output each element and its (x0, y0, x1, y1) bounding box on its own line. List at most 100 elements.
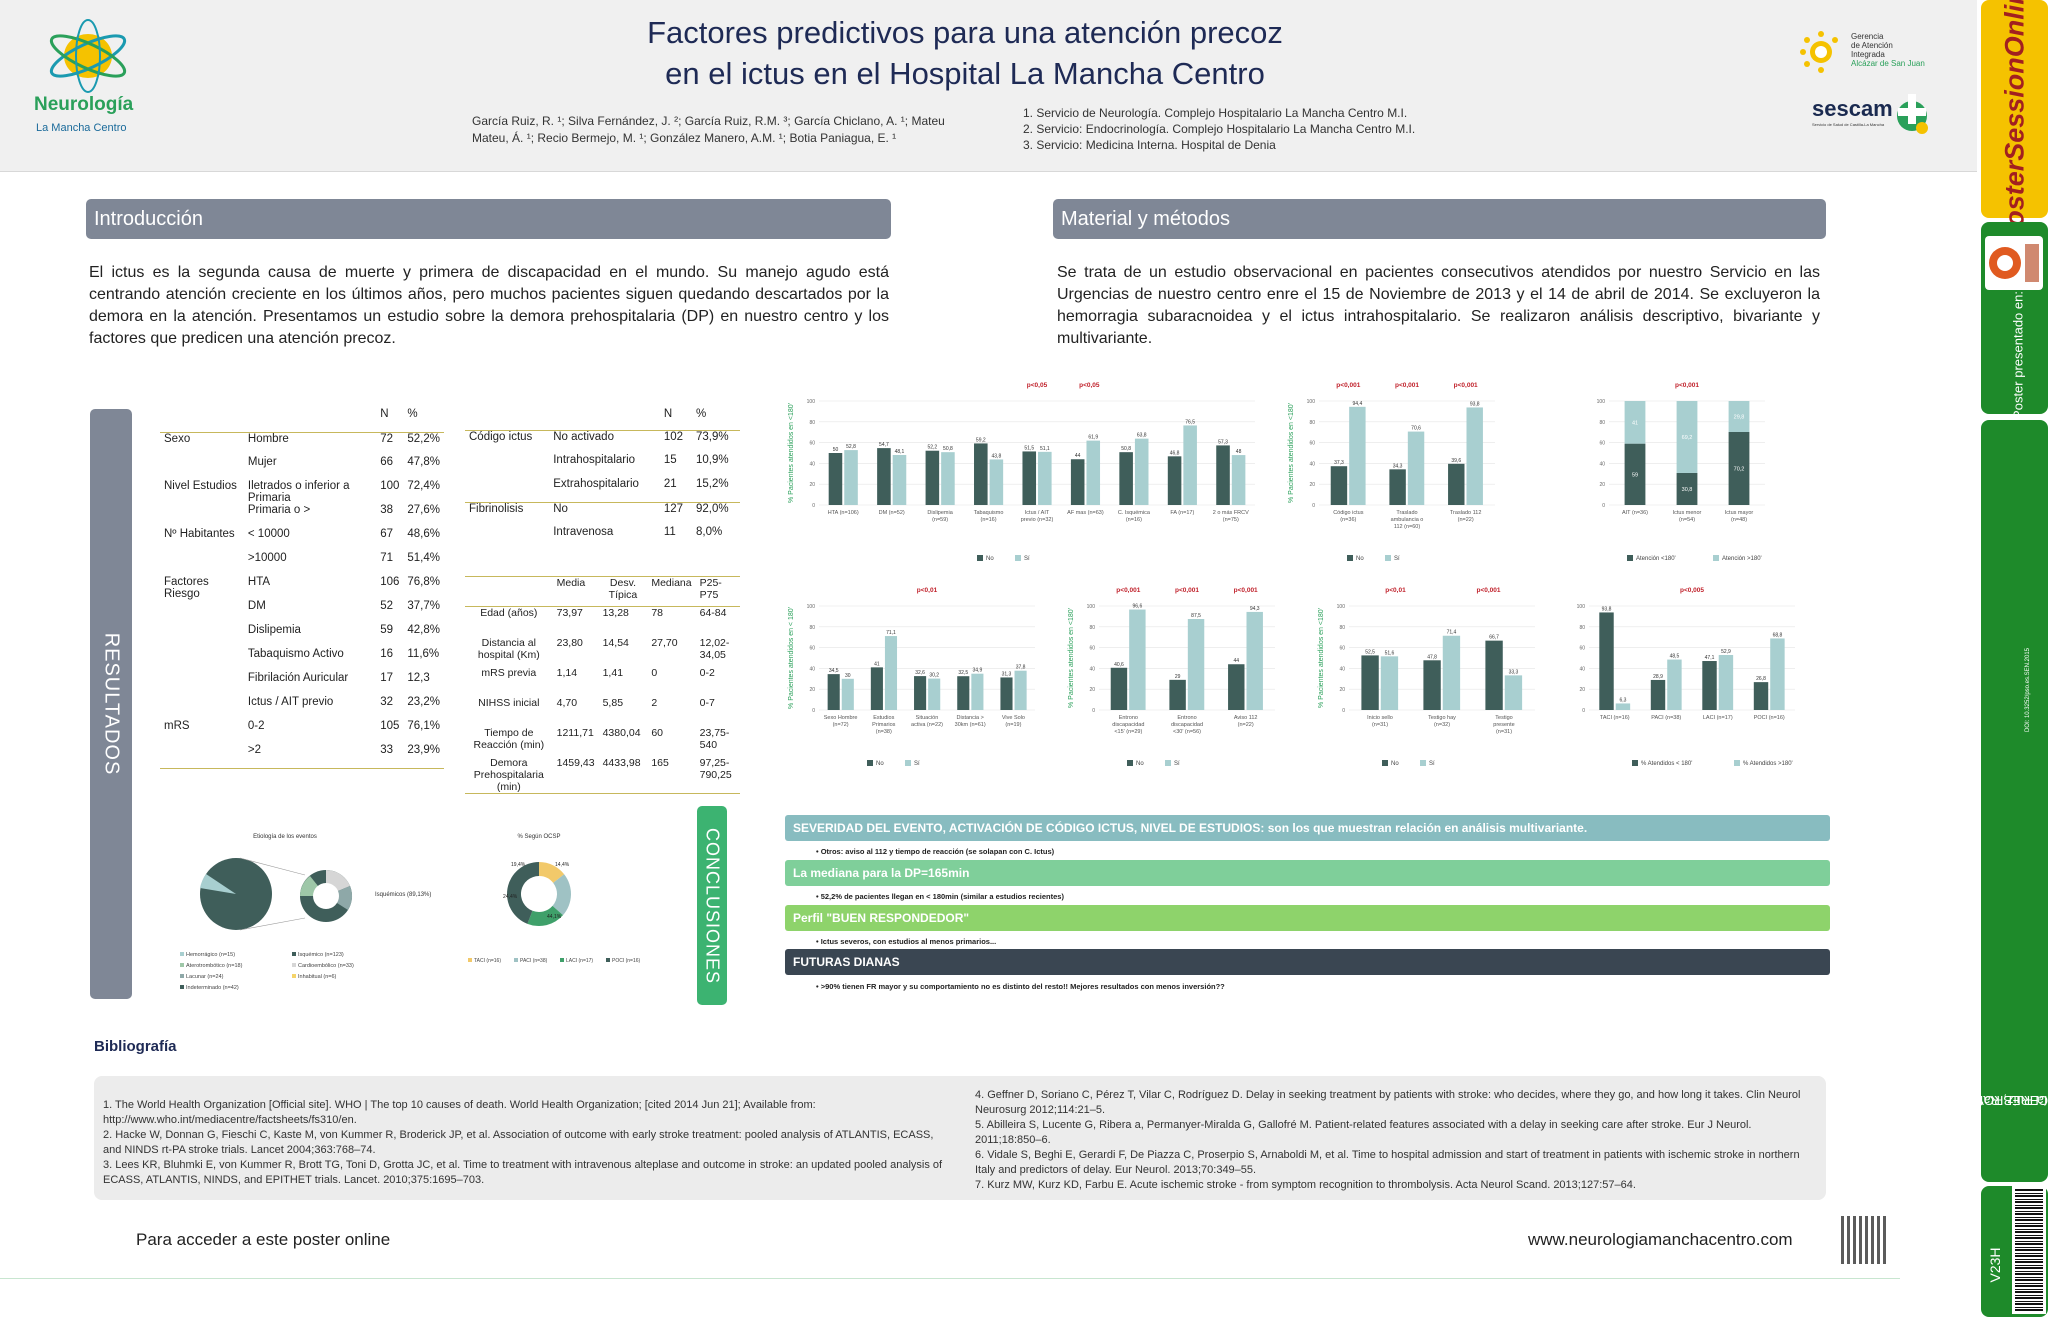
bibliography-left: 1. The World Health Organization [Offici… (103, 1099, 943, 1186)
bar (1119, 452, 1133, 505)
x-tick-label: Testigo (1495, 715, 1512, 721)
tick-label: 80 (1339, 625, 1345, 631)
data-label: 93,8 (1470, 401, 1480, 407)
methods-heading: Material y métodos (1053, 199, 1826, 239)
website-link[interactable]: www.neurologiamanchacentro.com (1528, 1230, 1793, 1249)
legend-swatch (1713, 555, 1719, 561)
svg-text:Cardioembólico (n=33): Cardioembólico (n=33) (298, 963, 354, 969)
p-value-annotation: p<0,001 (1675, 382, 1699, 389)
tick-label: 100 (1087, 604, 1096, 610)
donut-label: 24,4% (503, 894, 518, 900)
tick-label: 80 (1599, 420, 1605, 426)
x-tick-label: Entrono (1177, 715, 1196, 721)
affiliations: 1. Servicio de Neurología. Complejo Hosp… (1023, 106, 1416, 152)
data-label: 51,6 (1385, 650, 1395, 656)
table-row: >2 33 23,9% (160, 744, 444, 768)
qr-code[interactable] (1841, 1216, 1889, 1264)
x-tick-label: (n=48) (1731, 517, 1747, 523)
data-label: 37,3 (1334, 460, 1344, 466)
x-tick-label: Traslado (1396, 510, 1417, 516)
conclusion-sub-3: • Ictus severos, con estudios al menos p… (816, 937, 997, 946)
x-tick-label: Dislipemia (927, 510, 953, 516)
bar (870, 667, 883, 710)
x-tick-label: DM (n=52) (879, 510, 905, 516)
poster-title: Factores predictivos para una atención p… (647, 15, 1283, 91)
bar (827, 674, 840, 710)
x-tick-label: Estudios (873, 715, 894, 721)
x-tick-label: HTA (n=106) (828, 510, 859, 516)
bar (1330, 466, 1348, 505)
table-row: Dislipemia 59 42,8% (247, 624, 440, 636)
bar (877, 448, 891, 505)
bar (1361, 655, 1379, 710)
authors: García Ruiz, R. ¹; Silva Fernández, J. ²… (472, 114, 945, 145)
p-value-annotation: p<0,001 (1336, 382, 1360, 389)
legend-label: Sí (1429, 761, 1435, 767)
tick-label: 80 (809, 420, 815, 426)
tick-label: 20 (809, 687, 815, 693)
data-label: 59 (1632, 472, 1638, 478)
data-label: 6,3 (1619, 697, 1626, 703)
bar (925, 450, 940, 505)
donut-slice (552, 874, 571, 916)
x-tick-label: 2 o más FRCV (1213, 510, 1249, 516)
data-label: 44 (1075, 453, 1081, 459)
bar (1129, 609, 1146, 710)
p-value-annotation: p<0,005 (1680, 587, 1704, 594)
pie1-title: Etiología de los eventos (253, 834, 317, 840)
tick-label: 0 (812, 503, 815, 509)
svg-text:Aterotrombótico (n=18): Aterotrombótico (n=18) (186, 963, 243, 969)
x-tick-label: Inicio sello (1367, 715, 1393, 721)
tick-label: 100 (1307, 399, 1316, 405)
data-label: 43,8 (992, 453, 1002, 459)
legend-label: No (1356, 556, 1364, 562)
svg-text:Isquémico (n=123): Isquémico (n=123) (298, 952, 344, 958)
tick-label: 0 (1312, 503, 1315, 509)
tick-label: 20 (1339, 687, 1345, 693)
tick-label: 60 (809, 646, 815, 652)
data-label: 51,1 (1040, 446, 1050, 452)
tick-label: 100 (1337, 604, 1346, 610)
conclusion-sub-2: • 52,2% de pacientes llegan en < 180min … (816, 892, 1064, 901)
bar (1650, 679, 1666, 710)
data-label: 94,3 (1250, 606, 1260, 612)
x-tick-label: Sexo Hombre (824, 715, 858, 721)
bar (1770, 638, 1785, 710)
donut-label: 19,4% (511, 862, 526, 868)
bar (1070, 459, 1085, 505)
table-row: mRS 0-2 105 76,1% (164, 720, 440, 732)
bar (1349, 406, 1366, 505)
postersession-brand[interactable]: PosterSessionOnline (1981, 0, 2048, 245)
data-label: 63,8 (1137, 433, 1147, 439)
bar (1728, 431, 1750, 505)
x-tick-label: presente (1493, 722, 1514, 728)
chart-ocsp: 0 20 40 60 80 100 93,8 6,3 TACI (n=16) 28,9 48,5 PA… (1577, 587, 1795, 767)
data-label: 46,8 (1170, 450, 1180, 456)
data-label: 54,7 (879, 442, 889, 448)
tick-label: 20 (1599, 482, 1605, 488)
gerencia-logo: Gerencia de Atención Integrada Alcázar d… (1797, 30, 1937, 76)
bar (892, 454, 907, 505)
bar (1228, 664, 1245, 710)
bar (1169, 679, 1186, 710)
tick-label: 40 (809, 461, 815, 467)
svg-text:Indeterminado (n=42): Indeterminado (n=42) (186, 985, 239, 991)
y-axis-label: % Pacientes atendidos en <180' (1068, 608, 1075, 708)
tick-label: 60 (1339, 646, 1345, 652)
tick-label: 0 (1342, 708, 1345, 714)
tick-label: 80 (1309, 420, 1315, 426)
data-label: 30,8 (1682, 487, 1693, 493)
bar (1448, 463, 1465, 505)
bar (1246, 611, 1263, 710)
legend-label: Sí (1024, 556, 1030, 562)
pie1-legend: Hemorrágico (n=15) Isquémico (n=123) Ate… (180, 952, 354, 991)
data-label: 70,6 (1411, 426, 1421, 432)
bar (914, 676, 927, 710)
x-tick-label: 30km (n=61) (955, 722, 986, 728)
rail-main-block (1981, 420, 2048, 1182)
bar (1110, 667, 1128, 710)
bar (1231, 455, 1246, 505)
bar (1380, 656, 1399, 710)
svg-text:PACI (n=38): PACI (n=38) (520, 958, 548, 964)
p-value-annotation: p<0,001 (1454, 382, 1478, 389)
